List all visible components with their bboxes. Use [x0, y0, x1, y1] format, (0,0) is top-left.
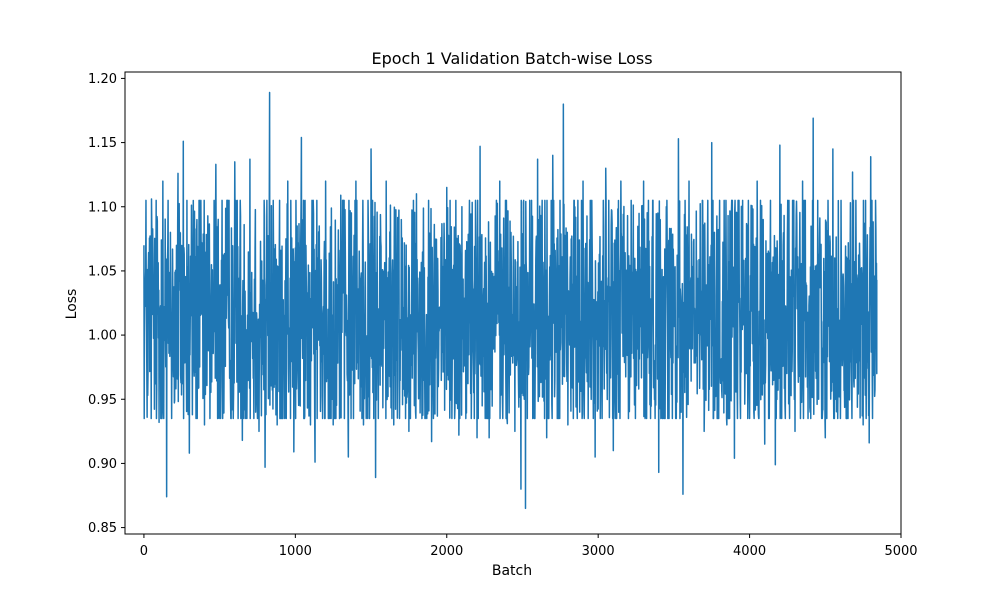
y-tick-label: 1.15: [88, 136, 117, 151]
loss-series-line: [143, 91, 878, 510]
y-tick-label: 1.10: [88, 200, 117, 215]
x-tick-label: 0: [140, 544, 148, 559]
y-tick-label: 0.90: [88, 457, 117, 472]
x-axis-label: Batch: [492, 563, 532, 579]
y-axis-label: Loss: [64, 289, 80, 320]
x-axis-ticks: 0 1000 2000 3000 4000 5000: [140, 534, 918, 559]
y-tick-label: 1.05: [88, 264, 117, 279]
x-tick-label: 1000: [279, 544, 312, 559]
chart-title: Epoch 1 Validation Batch-wise Loss: [371, 49, 652, 68]
series-layer: [143, 91, 878, 510]
y-tick-label: 0.85: [88, 521, 117, 536]
y-tick-label: 1.00: [88, 329, 117, 344]
plot-frame: [124, 71, 902, 535]
x-tick-label: 2000: [430, 544, 463, 559]
x-tick-label: 5000: [884, 544, 917, 559]
x-tick-label: 4000: [733, 544, 766, 559]
y-tick-label: 0.95: [88, 393, 117, 408]
y-axis-ticks: 0.85 0.90 0.95 1.00 1.05 1.10 1.15 1.20: [88, 72, 125, 536]
x-tick-label: 3000: [582, 544, 615, 559]
y-tick-label: 1.20: [88, 72, 117, 87]
